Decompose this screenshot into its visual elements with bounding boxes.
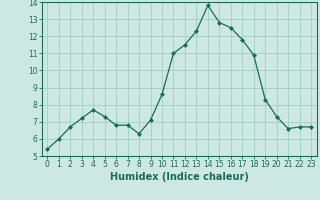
X-axis label: Humidex (Indice chaleur): Humidex (Indice chaleur) [110,172,249,182]
